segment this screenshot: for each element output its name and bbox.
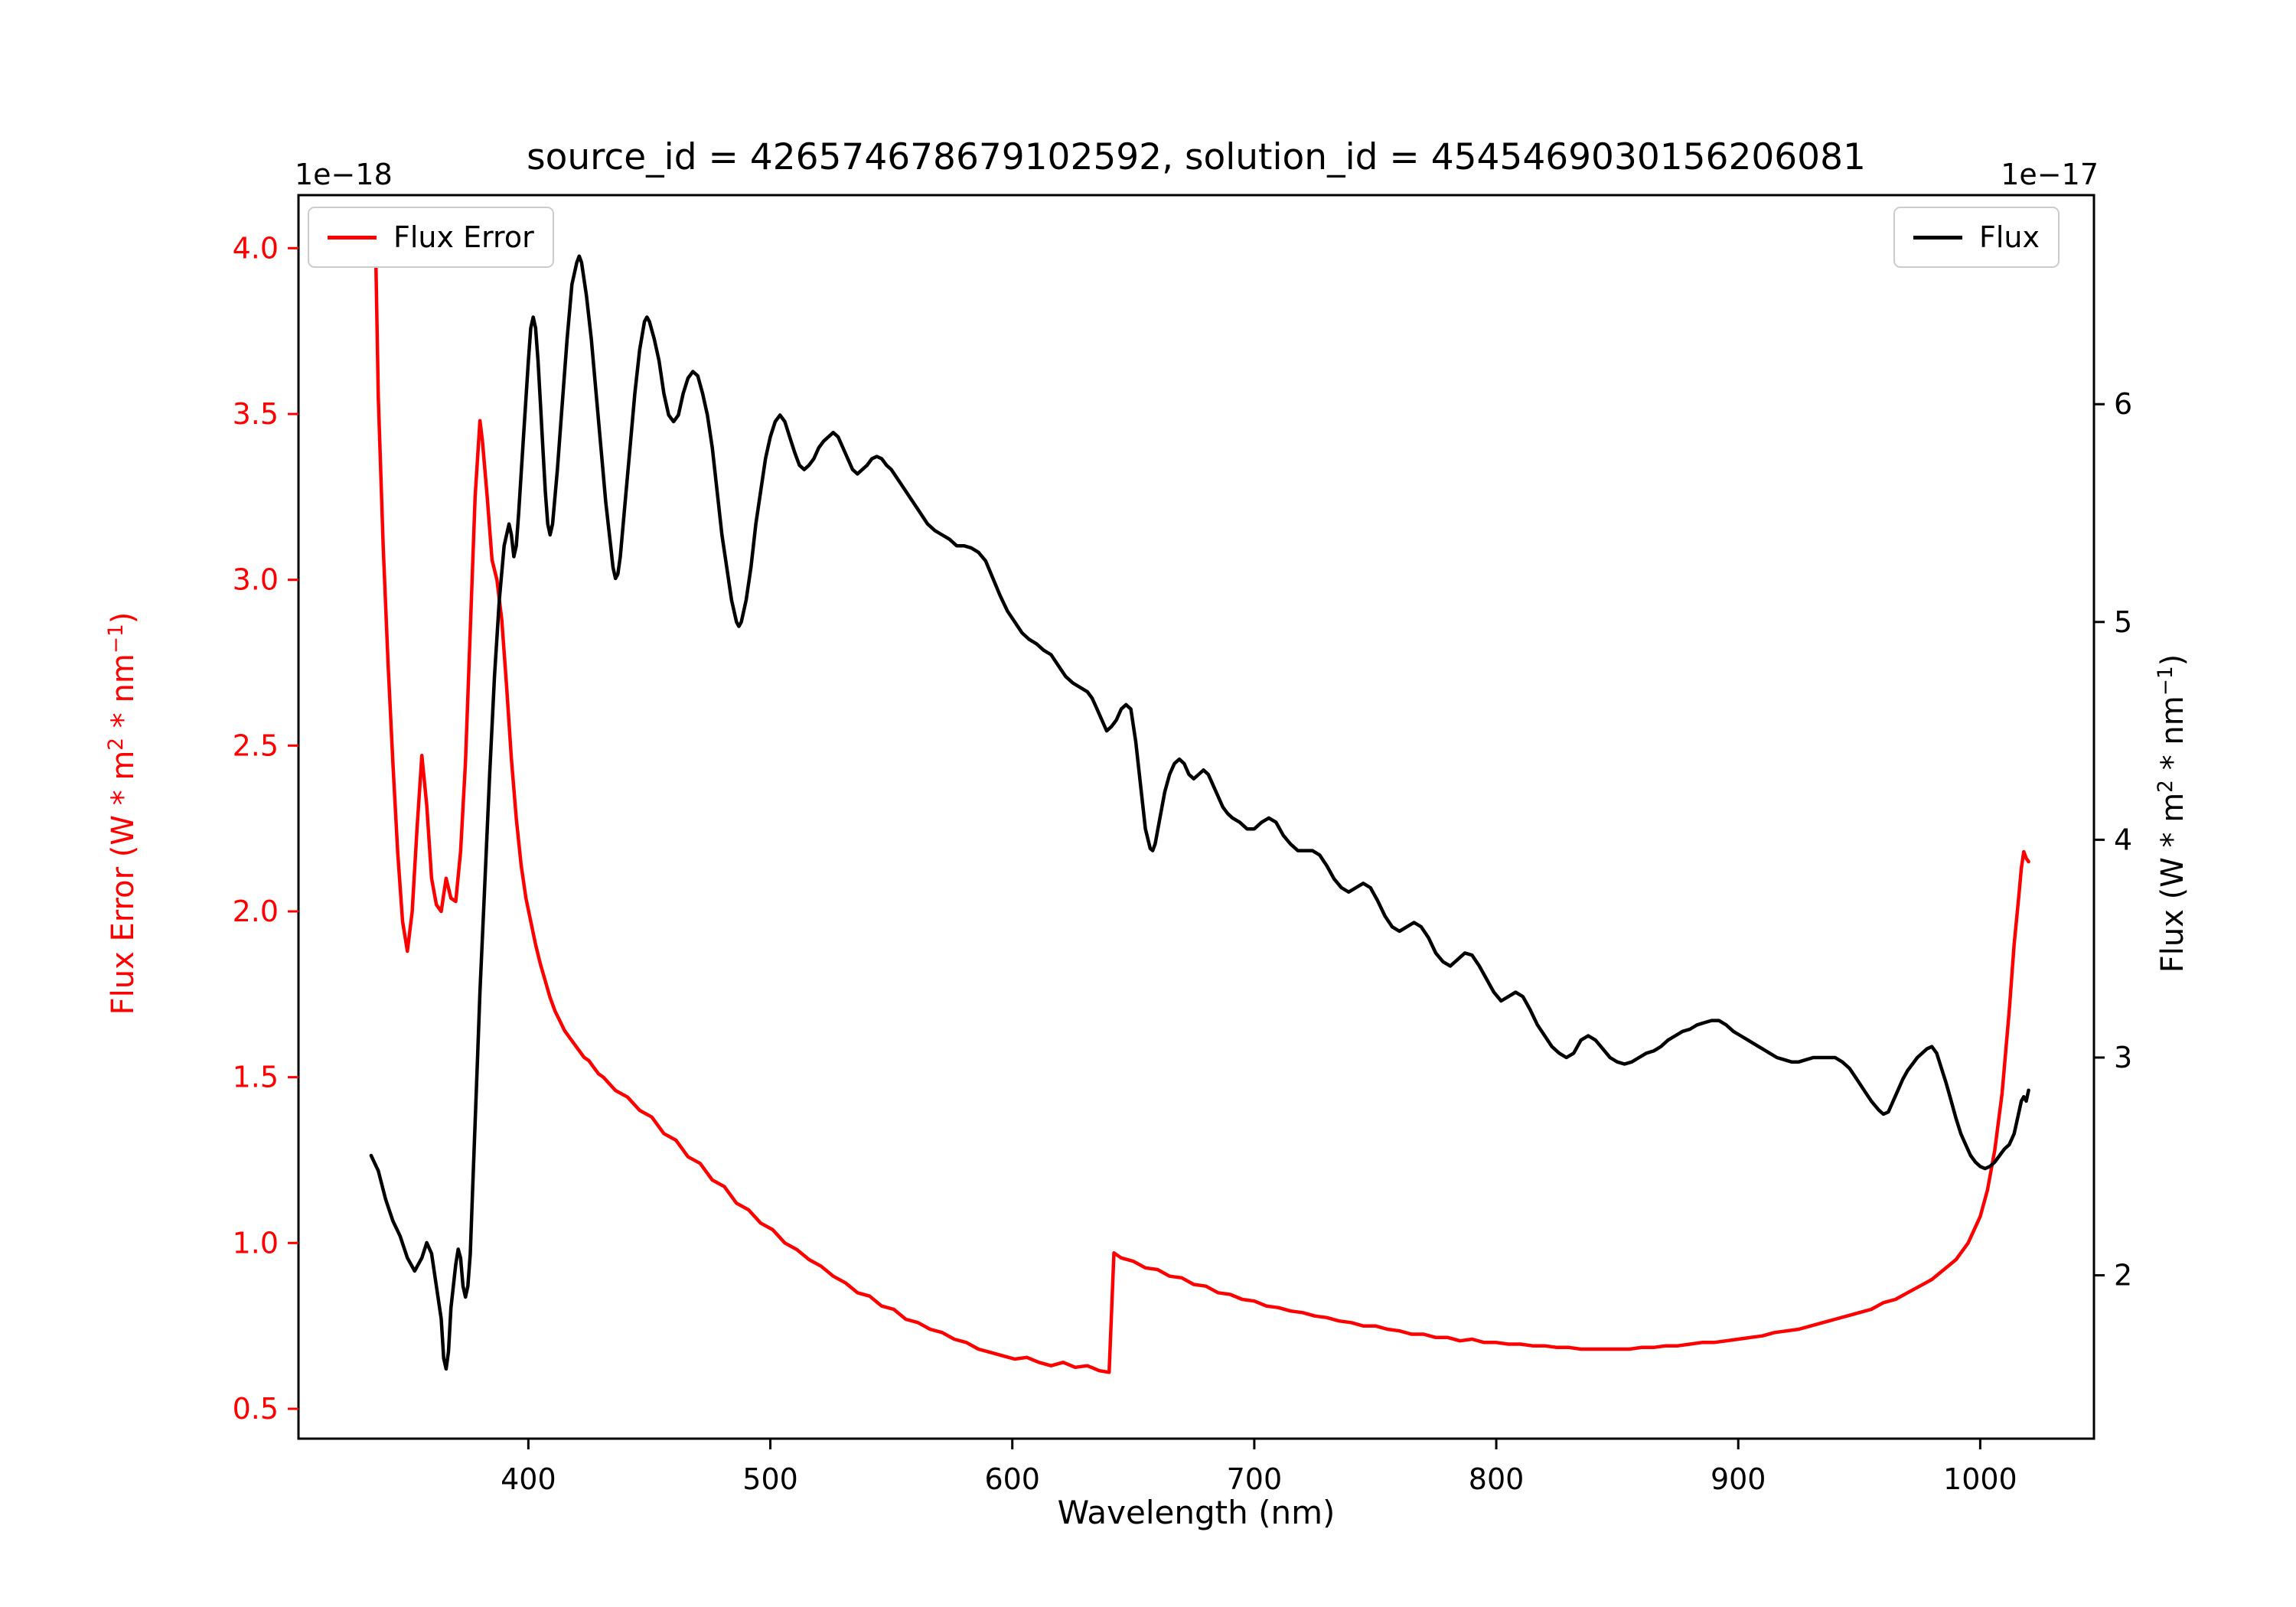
- left-axis-label-sup: −1: [103, 624, 128, 654]
- right-axis-label-sup: 2: [2153, 780, 2177, 793]
- legend-flux-error: Flux Error: [308, 207, 554, 268]
- left-tick-label: 1.5: [233, 1061, 279, 1094]
- flux-line-swatch: [1913, 235, 1962, 240]
- x-tick-label: 1000: [1943, 1462, 2017, 1496]
- x-tick-label: 600: [984, 1462, 1040, 1496]
- right-tick-label: 2: [2114, 1259, 2132, 1292]
- legend-flux: Flux: [1893, 207, 2060, 268]
- left-tick-label: 1.0: [233, 1226, 279, 1260]
- series-line-flux-error: [371, 220, 2030, 1374]
- right-tick-label: 6: [2114, 387, 2132, 421]
- right-axis-offset-text: 1e−17: [2001, 158, 2099, 191]
- x-tick-label: 800: [1469, 1462, 1525, 1496]
- right-axis-label: Flux (W * m2 * nm−1): [2154, 654, 2190, 973]
- right-axis-label-text: ): [2155, 654, 2191, 667]
- flux-error-line-swatch: [328, 235, 377, 240]
- left-tick-label: 3.0: [233, 563, 279, 597]
- left-tick-label: 3.5: [233, 397, 279, 431]
- x-tick-label: 500: [742, 1462, 798, 1496]
- left-axis-label-text: * nm: [106, 654, 142, 738]
- left-axis-label-sup: 2: [103, 737, 128, 751]
- left-axis-label: Flux Error (W * m2 * nm−1): [104, 612, 141, 1015]
- legend-flux-error-label: Flux Error: [393, 220, 534, 254]
- x-tick-label: 900: [1711, 1462, 1766, 1496]
- left-tick-label: 2.5: [233, 729, 279, 762]
- left-axis-label-text: Flux Error (W * m: [106, 750, 142, 1015]
- legend-flux-label: Flux: [1979, 220, 2040, 254]
- left-axis-offset-text: 1e−18: [295, 158, 393, 191]
- right-tick-label: 5: [2114, 605, 2132, 639]
- left-axis-label-text: ): [106, 611, 142, 624]
- left-tick-label: 4.0: [233, 231, 279, 265]
- right-tick-label: 4: [2114, 823, 2132, 856]
- axes-border: [297, 194, 2095, 1440]
- right-tick-label: 3: [2114, 1041, 2132, 1074]
- chart-title: source_id = 426574678679102592, solution…: [527, 136, 1866, 178]
- right-axis-label-sup: −1: [2153, 666, 2177, 696]
- right-axis-label-text: * nm: [2155, 696, 2191, 781]
- series-line-flux: [369, 254, 2030, 1371]
- left-tick-label: 0.5: [233, 1392, 279, 1426]
- right-axis-label-text: Flux (W * m: [2155, 792, 2191, 973]
- x-tick-label: 400: [501, 1462, 556, 1496]
- left-tick-label: 2.0: [233, 895, 279, 928]
- x-axis-label: Wavelength (nm): [1057, 1494, 1336, 1531]
- x-tick-label: 700: [1227, 1462, 1283, 1496]
